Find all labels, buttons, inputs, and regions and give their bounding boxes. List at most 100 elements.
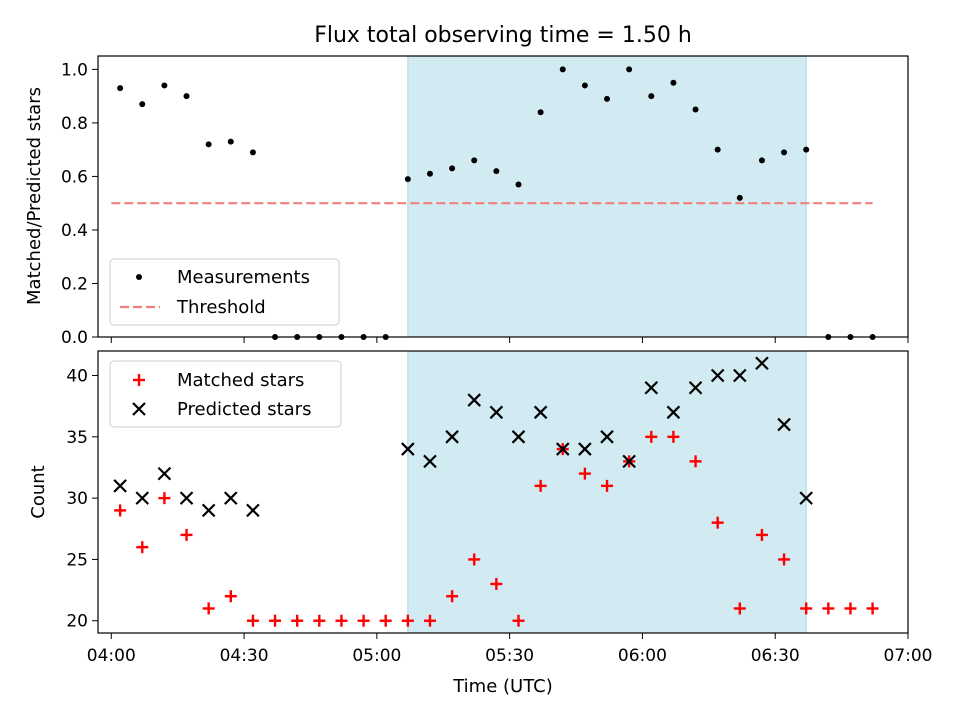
measurement-point [781,149,788,156]
legend-marker-matched [133,374,145,386]
matched-star-point [423,614,436,627]
measurement-point [758,157,765,164]
x-tick-label: 05:30 [485,646,534,666]
matched-star-point [578,467,591,480]
predicted-star-point [179,491,194,505]
y-tick-label: 30 [66,489,88,509]
measurement-point [692,106,699,113]
x-tick-label: 06:30 [751,646,800,666]
matched-star-point [114,504,127,517]
y-tick-label: 40 [66,367,88,387]
measurement-point [626,66,633,73]
legend-label-predicted: Predicted stars [177,399,311,420]
axes-frame [97,350,909,634]
y-tick-label: 35 [66,428,88,448]
legend-label-threshold: Threshold [176,297,266,318]
predicted-star-point [201,503,216,518]
measurement-point [205,141,212,148]
matched-star-point [866,602,879,615]
measurement-point [449,165,456,172]
matched-star-point [822,602,835,615]
predicted-star-point [688,381,703,395]
matched-star-point [844,602,857,615]
matched-star-point [335,614,348,627]
matched-star-point [778,553,791,566]
predicted-star-point [246,503,260,518]
predicted-star-point [135,491,150,505]
legend-label-measurements: Measurements [177,267,310,288]
predicted-star-point [644,381,659,395]
predicted-star-point [733,368,747,383]
matched-star-point [379,614,392,627]
x-tick-label: 04:30 [220,646,269,666]
predicted-star-point [445,430,459,444]
matched-star-point [601,479,614,492]
predicted-star-point [113,479,127,493]
x-tick-label: 06:00 [618,646,667,666]
top-panel: 0.0 0.2 0.4 0.6 0.8 1.0 Measurements Threshold [61,55,909,348]
matched-star-point [645,430,658,443]
measurement-point [493,168,500,175]
matched-star-point [534,479,547,492]
matched-star-point [136,541,149,554]
chart-title: Flux total observing time = 1.50 h [314,23,692,48]
y-tick-label: 20 [66,612,88,632]
measurement-point [404,176,411,183]
matched-star-point [800,602,813,615]
measurement-point [426,170,433,177]
matched-star-point [755,528,768,541]
matched-star-point [291,614,304,627]
matched-star-point [490,577,503,590]
measurement-point [161,82,168,89]
matched-star-point [224,590,237,603]
predicted-star-point [157,466,172,481]
legend-marker-measurements [136,274,142,280]
bottom-panel: 20 25 30 35 40 04:00 04:30 05:00 05:30 06:00 06:30… [66,350,933,666]
predicted-star-point [799,491,813,505]
predicted-star-point [224,491,238,505]
measurement-point [736,194,743,201]
x-tick-label: 05:00 [352,646,401,666]
y-tick-label: 0.0 [61,328,88,348]
x-tick-label: 07:00 [884,646,933,666]
measurement-point [227,138,234,145]
measurement-point [117,85,124,92]
matched-star-point [689,455,702,468]
matched-star-point [401,614,414,627]
measurement-point [714,146,721,153]
x-tick-label: 04:00 [87,646,136,666]
matched-star-point [158,492,171,505]
matched-star-point [357,614,370,627]
predicted-star-point [423,454,437,469]
predicted-star-point [578,442,592,456]
matched-star-point [269,614,282,627]
matched-star-point [468,553,481,566]
measurement-point [648,93,655,100]
y-tick-label: 0.4 [61,221,88,241]
y-tick-label: 0.2 [61,274,88,294]
legend-bottom: Matched stars Predicted stars [109,360,342,428]
matched-star-point [446,590,459,603]
predicted-star-point [710,368,725,383]
predicted-star-point [755,356,769,371]
y-tick-label: 0.8 [61,114,88,134]
predicted-star-point [511,430,526,444]
axes-frame [97,55,909,338]
measurement-point [183,93,190,100]
matched-star-point [202,602,215,615]
predicted-star-point [777,417,791,432]
predicted-star-point [489,405,504,420]
measurement-point [537,109,544,116]
measurement-point [249,149,256,156]
measurement-point [515,181,522,188]
predicted-star-point [467,393,482,407]
measurement-point [670,79,677,86]
predicted-star-point [401,442,415,456]
matched-star-point [180,528,193,541]
measurement-point [559,66,566,73]
predicted-star-point [666,405,681,420]
legend-label-matched: Matched stars [177,370,304,391]
measurement-point [471,157,478,164]
matched-star-point [711,516,724,529]
